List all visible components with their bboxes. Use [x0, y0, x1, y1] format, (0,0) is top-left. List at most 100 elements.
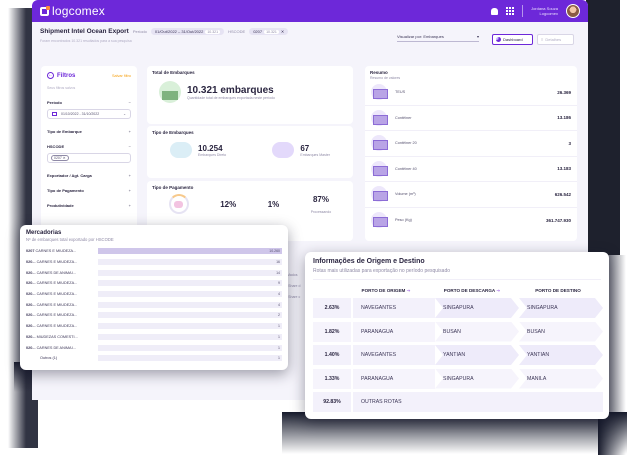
bar-track: 2 — [98, 312, 282, 319]
hscode-label: 020... CARNES DE ANIMAI... — [26, 271, 98, 275]
card-subtitle: Nº de embarques total exportado por HSCO… — [26, 237, 114, 242]
details-button[interactable]: ≡ Detalhes — [537, 34, 574, 45]
hscode-bar-row[interactable]: 020... MIUDEZAS COMESTI... 1 — [26, 332, 282, 343]
divider — [522, 5, 524, 17]
view-by-select[interactable]: Visualizar por: Embarques ▾ — [397, 34, 479, 42]
card-title: Tipo de Embarques — [152, 130, 194, 135]
bar-track: 4 — [98, 291, 282, 298]
embarques-direto: 10.254 Embarques Direto — [170, 142, 226, 158]
bar-track: 1 — [98, 333, 282, 340]
date-range-value: 01/10/2022 - 31/10/2022 — [61, 112, 100, 116]
hscode-label: 0207 CARNES E MIUDEZA... — [26, 249, 98, 253]
resumo-label: Contêiner — [395, 115, 412, 120]
porto-descarga: SINGAPURA — [435, 298, 519, 318]
card-title: Informações de Origem e Destino — [313, 258, 425, 265]
filter-produtividade[interactable]: Produtividade + — [47, 203, 131, 208]
minus-icon: − — [128, 144, 131, 149]
bar-track: 10.260 — [98, 248, 282, 255]
logo-icon — [40, 5, 50, 16]
filter-hscode[interactable]: HSCODE − — [47, 144, 131, 149]
route-row[interactable]: 2.63% NAVEGANTES SINGAPURA SINGAPURA — [313, 298, 601, 318]
payment-pct: 12% — [220, 199, 237, 209]
bar-value: 14 — [276, 270, 280, 275]
header-label: PORTO DE DESTINO — [535, 288, 581, 293]
hscode-chip[interactable]: 0207 10.321 ✕ — [249, 28, 289, 35]
user-info[interactable]: Jordana Souza Logcomex — [531, 6, 558, 16]
saved-filters-label[interactable]: Seus filtros salvos — [47, 86, 76, 90]
filter-tipo-pagamento[interactable]: Tipo de Pagamento + — [47, 188, 131, 193]
origem-destino-card: Informações de Origem e Destino Rotas ma… — [305, 252, 609, 419]
resumo-card: Resumo Resumo de valores TEUS 26.369 Cont… — [365, 66, 577, 241]
route-row[interactable]: 1.33% PARANAGUA SINGAPURA MANILA — [313, 368, 603, 389]
direto-value: 10.254 — [198, 143, 223, 153]
hscode-tag[interactable]: 0207 ✕ — [51, 155, 69, 161]
resumo-label: Contêiner 40 — [395, 166, 417, 171]
hscode-code: 020... — [26, 292, 36, 297]
hscode-bar-row[interactable]: 020... CARNES E MIUDEZA... 9 — [26, 278, 282, 289]
bar-track: 9 — [98, 280, 282, 287]
hscode-bar-row[interactable]: 020... CARNES DE ANIMAI... 14 — [26, 267, 282, 278]
tipo-embarque-label: Tipo de Embarque — [47, 129, 82, 134]
chevron-down-icon: ▾ — [476, 34, 479, 39]
route-pct: 1.33% — [313, 368, 351, 389]
route-row[interactable]: 1.40% NAVEGANTES YANTIAN YANTIAN — [313, 345, 601, 365]
header-label: PORTO DE ORIGEM — [361, 288, 406, 293]
collapse-arrow-icon[interactable]: ← — [47, 72, 54, 79]
save-filter-link[interactable]: Salvar filtro — [112, 73, 131, 78]
bar-track: 1 — [98, 355, 282, 362]
weight-scale-icon — [371, 212, 388, 229]
hscode-label: 020... CARNES E MIUDEZA... — [26, 303, 98, 307]
hscode-label: 020... CARNES E MIUDEZA... — [26, 260, 98, 264]
results-subtitle: Foram encontrados 10.321 resultados para… — [40, 39, 132, 43]
route-row[interactable]: 1.82% PARANAGUA BUSAN BUSAN — [313, 321, 601, 342]
hscode-desc: CARNES E MIUDEZA... — [36, 302, 78, 307]
hscode-label: 020... CARNES E MIUDEZA... — [26, 292, 98, 296]
resumo-value: 3 — [568, 140, 571, 146]
date-range-input[interactable]: 01/10/2022 - 31/10/2022 ⌄ — [47, 109, 131, 119]
card-title: Total de Embarques — [152, 70, 195, 75]
container-crane-icon — [159, 81, 181, 103]
period-chip[interactable]: 01/Out/2022 – 31/Out/2022 10.321 — [150, 28, 225, 35]
mercadorias-card: Mercadorias Nº de embarques total export… — [20, 225, 288, 370]
resumo-label: Peso (Kg) — [395, 218, 412, 223]
porto-destino: MANILA — [519, 369, 603, 389]
hscode-code: 020... — [26, 281, 36, 286]
apps-grid-icon[interactable] — [506, 7, 515, 15]
column-header: PORTO DE DESTINO — [515, 288, 601, 294]
hscode-bar-row[interactable]: 020... CARNES E MIUDEZA... 4 — [26, 289, 282, 300]
peek-text: (Share d — [287, 284, 301, 288]
hscode-input[interactable]: 0207 ✕ — [47, 153, 131, 163]
hscode-bar-row[interactable]: Outros (1) 1 — [26, 353, 282, 364]
hscode-bar-row[interactable]: 0207 CARNES E MIUDEZA... 10.260 — [26, 246, 282, 257]
filter-period[interactable]: Período − — [47, 100, 131, 105]
group-icon — [272, 142, 295, 158]
porto-origem: PARANAGUA — [351, 321, 435, 342]
route-row[interactable]: 92.83% OUTRAS ROTAS — [313, 392, 603, 412]
page-title: Shipment Intel Ocean Export — [40, 28, 129, 35]
backdrop-shadow — [282, 412, 627, 454]
close-icon[interactable]: ✕ — [280, 29, 285, 34]
hscode-bar-row[interactable]: 020... CARNES E MIUDEZA... 4 — [26, 299, 282, 310]
resumo-row: Peso (Kg) 361.747.930 — [365, 208, 577, 234]
route-pct: 2.63% — [313, 298, 351, 318]
logo[interactable]: logcomex — [40, 4, 105, 18]
period-filter-label: Período — [47, 100, 62, 105]
close-icon[interactable]: ✕ — [62, 156, 66, 160]
hscode-bar-row[interactable]: 020... CARNES E MIUDEZA... 2 — [26, 310, 282, 321]
hscode-bar-row[interactable]: 020... CARNES E MIUDEZA... 16 — [26, 257, 282, 268]
hscode-label: Outros (1) — [26, 356, 98, 360]
resumo-value: 361.747.930 — [545, 217, 571, 223]
hscode-bar-row[interactable]: 020... CARNES E MIUDEZA... 1 — [26, 321, 282, 332]
filter-exportador[interactable]: Exportador / Agt. Carga + — [47, 173, 131, 178]
filter-tipo-embarque[interactable]: Tipo de Embarque + — [47, 129, 131, 134]
dashboard-button[interactable]: Dashboard — [492, 34, 533, 45]
bell-icon[interactable] — [491, 7, 499, 15]
dashboard-label: Dashboard — [503, 37, 523, 42]
porto-descarga — [435, 392, 519, 412]
container-20-icon — [371, 135, 388, 152]
filters-title: Filtros — [57, 72, 76, 79]
peek-text: (Share c — [287, 295, 301, 299]
resumo-value: 26.369 — [557, 89, 571, 95]
hscode-bar-row[interactable]: 020... CARNES DE ANIMAI... 1 — [26, 342, 282, 353]
avatar[interactable] — [566, 4, 580, 18]
